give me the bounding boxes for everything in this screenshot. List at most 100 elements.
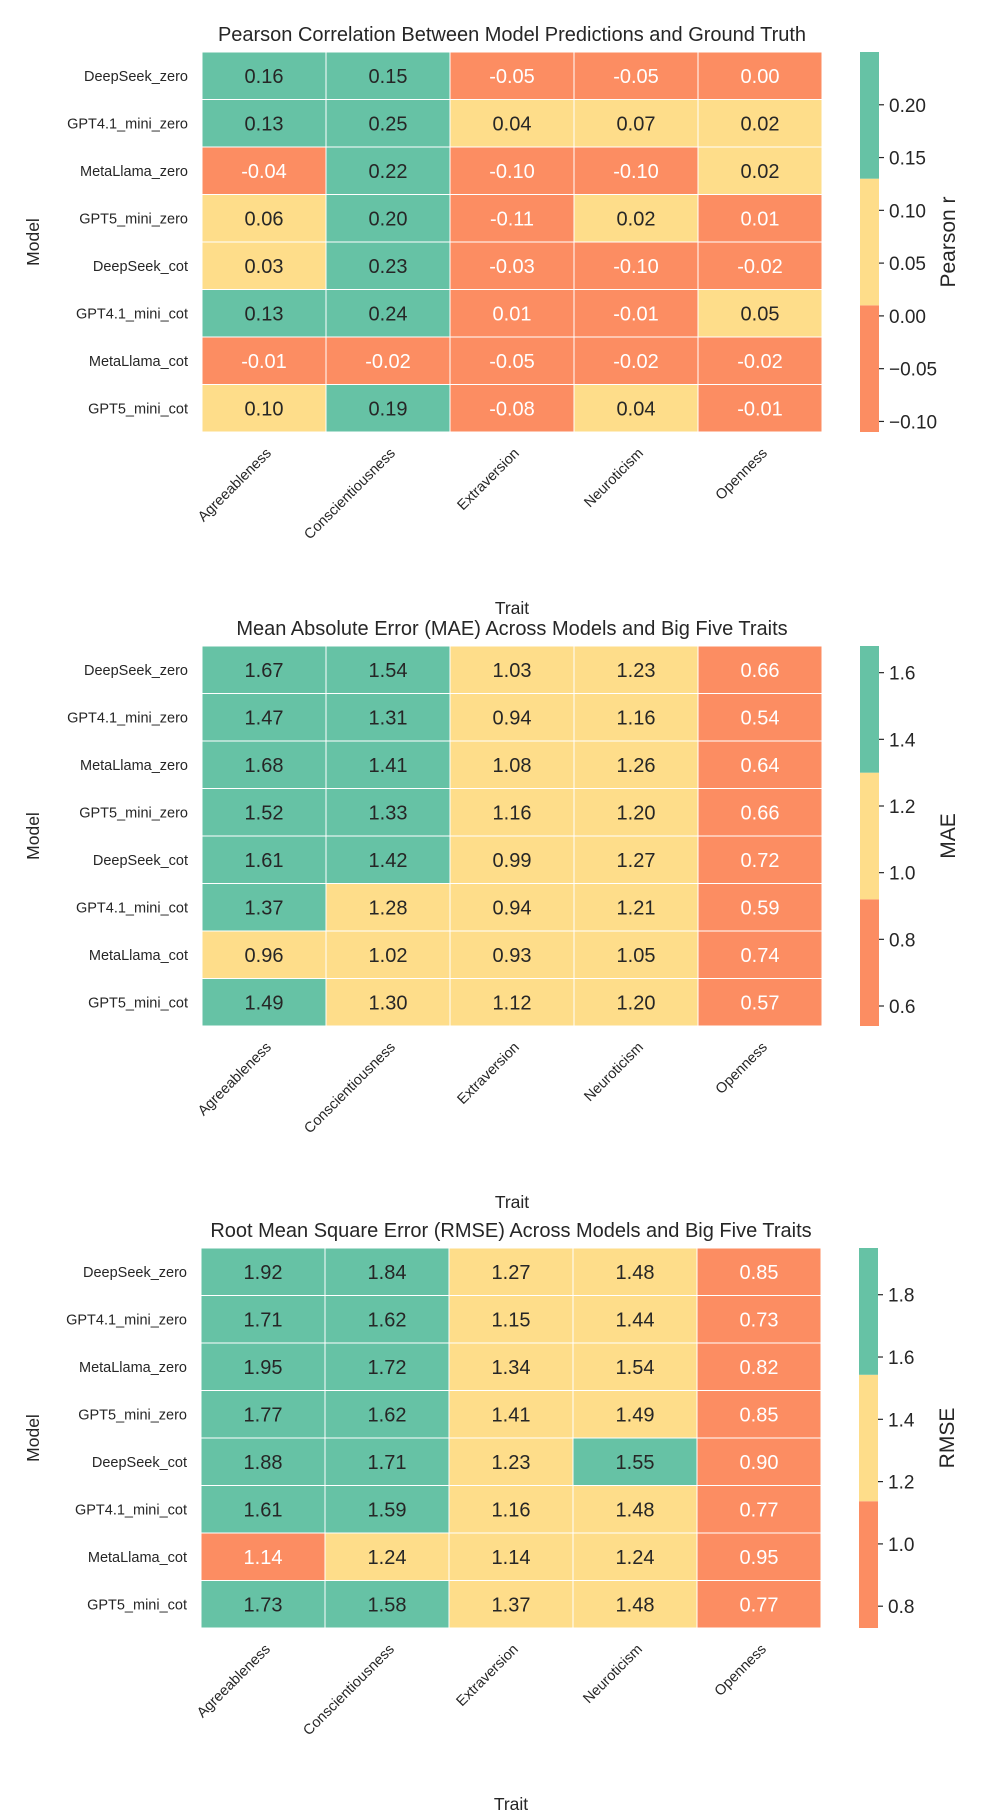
x-tick-label: Openness (713, 1040, 771, 1098)
y-tick-label: MetaLlama_zero (79, 1360, 187, 1376)
cell-value-label: 0.07 (617, 113, 656, 135)
heatmap-cell (572, 1342, 698, 1391)
cell-value-label: 0.77 (740, 1499, 779, 1521)
cell-value-label: -0.10 (613, 256, 659, 278)
colorbar-tick-label: 1.0 (889, 864, 915, 885)
heatmap-cell (697, 146, 823, 195)
cell-value-label: 0.24 (369, 303, 408, 325)
cell-value-label: 1.61 (245, 850, 284, 872)
cell-value-label: 0.66 (741, 660, 780, 682)
heatmap-cell (201, 99, 327, 148)
cell-value-label: 0.13 (245, 113, 284, 135)
heatmap-cell (324, 1437, 450, 1486)
cell-value-label: -0.02 (365, 351, 411, 373)
cell-value-label: 0.01 (493, 303, 532, 325)
heatmap-cell (325, 289, 451, 338)
heatmap-cell (572, 1295, 698, 1344)
cell-value-label: 1.44 (616, 1309, 655, 1331)
cell-value-label: 0.22 (369, 161, 408, 183)
heatmap-cell (200, 1390, 326, 1439)
cell-value-label: 0.00 (741, 66, 780, 88)
colorbar-tick-label: 0.15 (889, 149, 926, 170)
heatmap-cell (200, 1580, 326, 1629)
y-tick-label: GPT5_mini_cot (87, 1597, 187, 1613)
cell-value-label: 1.72 (368, 1357, 407, 1379)
x-axis-label: Trait (494, 1794, 528, 1814)
heatmap-cell (573, 978, 699, 1027)
cell-value-label: 1.24 (616, 1547, 655, 1569)
cell-value-label: 1.59 (368, 1499, 407, 1521)
colorbar: 1.8 1.6 1.4 1.2 1.0 0.8 RMSE (859, 1248, 959, 1628)
cell-value-label: 0.94 (493, 707, 532, 729)
colorbar-tick-label: 1.2 (888, 1473, 914, 1494)
heatmap-cells: 0.16 0.15 -0.05 -0.05 0.00 0.13 0.25 0.04 0.07 0.… (201, 51, 823, 433)
colorbar-segment (859, 1248, 878, 1375)
heatmap-cell (449, 289, 575, 338)
cell-value-label: 0.06 (245, 208, 284, 230)
cell-value-label: 1.21 (617, 897, 656, 919)
colorbar: 1.6 1.4 1.2 1.0 0.8 0.6 MAE (860, 646, 960, 1026)
x-tick-label: Extraversion (455, 446, 523, 514)
heatmap-cell (573, 883, 699, 932)
cell-value-label: 1.55 (616, 1452, 655, 1474)
chart-title: Root Mean Square Error (RMSE) Across Mod… (210, 1220, 811, 1242)
cell-value-label: -0.01 (241, 351, 287, 373)
cell-value-label: 0.25 (369, 113, 408, 135)
heatmap-cell (697, 289, 823, 338)
colorbar-tick-label: 0.05 (889, 254, 926, 275)
cell-value-label: -0.05 (613, 66, 659, 88)
cell-value-label: 0.02 (617, 208, 656, 230)
cell-value-label: 0.93 (493, 945, 532, 967)
heatmap-cell (697, 978, 823, 1027)
colorbar-tick-label: 1.8 (888, 1286, 914, 1307)
cell-value-label: 1.24 (368, 1547, 407, 1569)
heatmap-cell (325, 740, 451, 789)
cell-value-label: 0.85 (740, 1262, 779, 1284)
colorbar-label: MAE (937, 813, 960, 859)
colorbar-segment (860, 646, 879, 773)
cell-value-label: 0.66 (741, 802, 780, 824)
y-tick-label: GPT4.1_mini_cot (76, 306, 188, 322)
cell-value-label: -0.02 (613, 351, 659, 373)
cell-value-label: 0.59 (741, 897, 780, 919)
heatmap-cell (573, 788, 699, 837)
cell-value-label: 1.23 (492, 1452, 531, 1474)
heatmap-cell (573, 384, 699, 433)
cell-value-label: 0.73 (740, 1309, 779, 1331)
heatmap-cell (201, 194, 327, 243)
cell-value-label: 1.15 (492, 1309, 531, 1331)
colorbar-tick-label: 0.00 (889, 307, 926, 328)
heatmap-cell (449, 384, 575, 433)
y-tick-label: MetaLlama_cot (88, 1550, 187, 1566)
cell-value-label: 1.95 (244, 1357, 283, 1379)
cell-value-label: 0.02 (741, 113, 780, 135)
colorbar-tick-label: 1.4 (888, 1410, 915, 1431)
cell-value-label: 1.08 (493, 755, 532, 777)
heatmap-cell (573, 51, 699, 100)
heatmap-cell (324, 1247, 450, 1296)
y-axis-label: Model (23, 1414, 43, 1462)
x-tick-label: Conscientiousness (301, 1040, 398, 1137)
cell-value-label: -0.02 (737, 256, 783, 278)
heatmap-cell (325, 384, 451, 433)
cell-value-label: 0.94 (493, 897, 532, 919)
cell-value-label: 1.16 (492, 1499, 531, 1521)
cell-value-label: 1.49 (245, 992, 284, 1014)
colorbar-tick-label: 0.8 (889, 930, 915, 951)
cell-value-label: 1.48 (616, 1499, 655, 1521)
heatmap-panel-3: Root Mean Square Error (RMSE) Across Mod… (23, 1220, 959, 1814)
cell-value-label: 0.04 (617, 398, 656, 420)
cell-value-label: 0.72 (741, 850, 780, 872)
colorbar-tick-label: 1.4 (889, 730, 916, 751)
cell-value-label: 1.03 (493, 660, 532, 682)
heatmap-cell (325, 146, 451, 195)
cell-value-label: 1.05 (617, 945, 656, 967)
cell-value-label: 1.49 (616, 1404, 655, 1426)
colorbar-tick-label: 0.6 (889, 997, 915, 1018)
heatmap-cell (201, 384, 327, 433)
cell-value-label: 0.01 (741, 208, 780, 230)
y-tick-label: DeepSeek_cot (92, 1455, 187, 1471)
cell-value-label: 1.48 (616, 1594, 655, 1616)
cell-value-label: 0.77 (740, 1594, 779, 1616)
colorbar-label: Pearson r (937, 196, 960, 287)
